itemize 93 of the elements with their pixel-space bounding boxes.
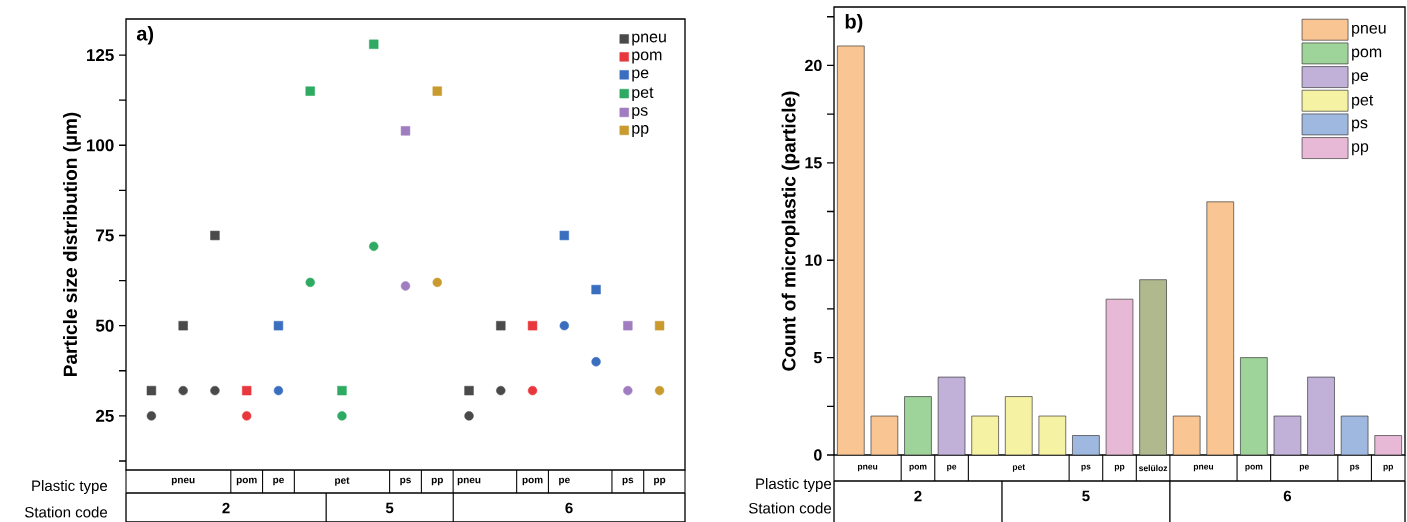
x-tick-label: pom xyxy=(236,477,257,486)
x-tick-label: ps xyxy=(1350,464,1360,472)
point xyxy=(591,284,601,295)
legend-label: pp xyxy=(1352,143,1369,156)
text: 2 xyxy=(222,502,230,514)
legend-label: pp xyxy=(632,125,649,137)
text: 6 xyxy=(1283,490,1292,502)
text: 5 xyxy=(385,502,394,514)
y-tick-label: 25 xyxy=(95,409,114,422)
chart-title: a) xyxy=(136,25,154,45)
legend-label: pet xyxy=(632,87,654,102)
point xyxy=(527,321,538,331)
chart-title: b) xyxy=(845,13,863,33)
point xyxy=(178,385,188,396)
text: Plastic type xyxy=(756,478,832,492)
x-tick-label: pp xyxy=(654,477,666,486)
y-tick-label: 20 xyxy=(805,59,822,72)
x-tick-label: pom xyxy=(1245,464,1263,472)
y-tick-label: 75 xyxy=(96,229,114,242)
y-axis-title: Count of microplastic (particle) xyxy=(781,91,800,371)
y-tick-label: 15 xyxy=(805,157,822,169)
x-tick-label: pe xyxy=(559,477,570,486)
point xyxy=(242,411,252,421)
x-tick-label: pet xyxy=(1012,464,1026,472)
text: Station code xyxy=(749,502,832,514)
x-tick-label: pneu xyxy=(1193,464,1214,472)
text: Station code xyxy=(25,506,108,518)
point xyxy=(305,86,315,96)
point xyxy=(432,277,442,288)
x-tick-label: pp xyxy=(1114,464,1125,472)
x-tick-label: pneu xyxy=(171,477,195,486)
legend-label: pe xyxy=(632,69,649,82)
point xyxy=(654,385,665,396)
point xyxy=(210,385,220,396)
point xyxy=(654,321,665,331)
legend-label: pe xyxy=(1352,72,1369,85)
x-tick-label: pneu xyxy=(457,477,481,486)
x-tick-label: pneu xyxy=(858,464,878,472)
point xyxy=(305,277,315,288)
legend-label: pom xyxy=(1352,48,1382,61)
x-tick-label: pe xyxy=(273,477,284,486)
point xyxy=(400,281,411,291)
point xyxy=(369,241,379,251)
point xyxy=(178,321,188,331)
point xyxy=(623,385,633,396)
point xyxy=(432,86,442,96)
text: 6 xyxy=(565,502,573,514)
point xyxy=(273,321,284,331)
point xyxy=(496,385,506,396)
y-tick-label: 100 xyxy=(86,139,114,152)
x-tick-label: ps xyxy=(1081,464,1091,472)
point xyxy=(146,411,157,421)
legend-label: ps xyxy=(1352,119,1368,132)
point xyxy=(273,385,284,396)
y-tick-label: 50 xyxy=(95,319,114,332)
point xyxy=(369,39,379,49)
point xyxy=(623,321,633,331)
point xyxy=(496,321,506,331)
point xyxy=(242,385,252,396)
point xyxy=(527,385,538,396)
x-tick-label: pe xyxy=(1299,464,1309,472)
point xyxy=(400,126,411,136)
point xyxy=(464,385,474,396)
y-tick-label: 10 xyxy=(805,254,822,266)
x-tick-label: pe xyxy=(947,464,957,472)
x-tick-label: pp xyxy=(431,477,443,486)
point xyxy=(337,385,347,396)
legend-label: pet xyxy=(1352,95,1374,109)
text: 2 xyxy=(914,490,922,502)
point xyxy=(591,357,601,367)
legend-label: pneu xyxy=(632,33,666,46)
x-tick-label: pet xyxy=(335,477,350,486)
point xyxy=(464,411,474,421)
legend-label: pom xyxy=(632,51,662,64)
x-tick-label: pp xyxy=(1383,464,1394,472)
x-tick-label: pom xyxy=(909,464,927,472)
legend-label: pneu xyxy=(1352,24,1386,37)
point xyxy=(337,411,347,421)
y-axis-title: Particle size distribution (µm) xyxy=(63,112,81,376)
x-tick-label: pom xyxy=(522,477,543,486)
legend-label: ps xyxy=(632,107,648,120)
y-tick-label: 125 xyxy=(86,49,114,62)
x-tick-label: ps xyxy=(400,477,411,486)
x-tick-label: ps xyxy=(622,477,634,486)
text: Plastic type xyxy=(32,480,108,494)
point xyxy=(146,385,157,396)
y-tick-label: 5 xyxy=(813,352,822,364)
point xyxy=(559,230,569,241)
text: 5 xyxy=(1082,490,1090,502)
y-tick-label: 0 xyxy=(814,449,822,461)
x-tick-label: selüloz xyxy=(1138,464,1168,472)
point xyxy=(559,321,569,331)
point xyxy=(210,230,220,241)
